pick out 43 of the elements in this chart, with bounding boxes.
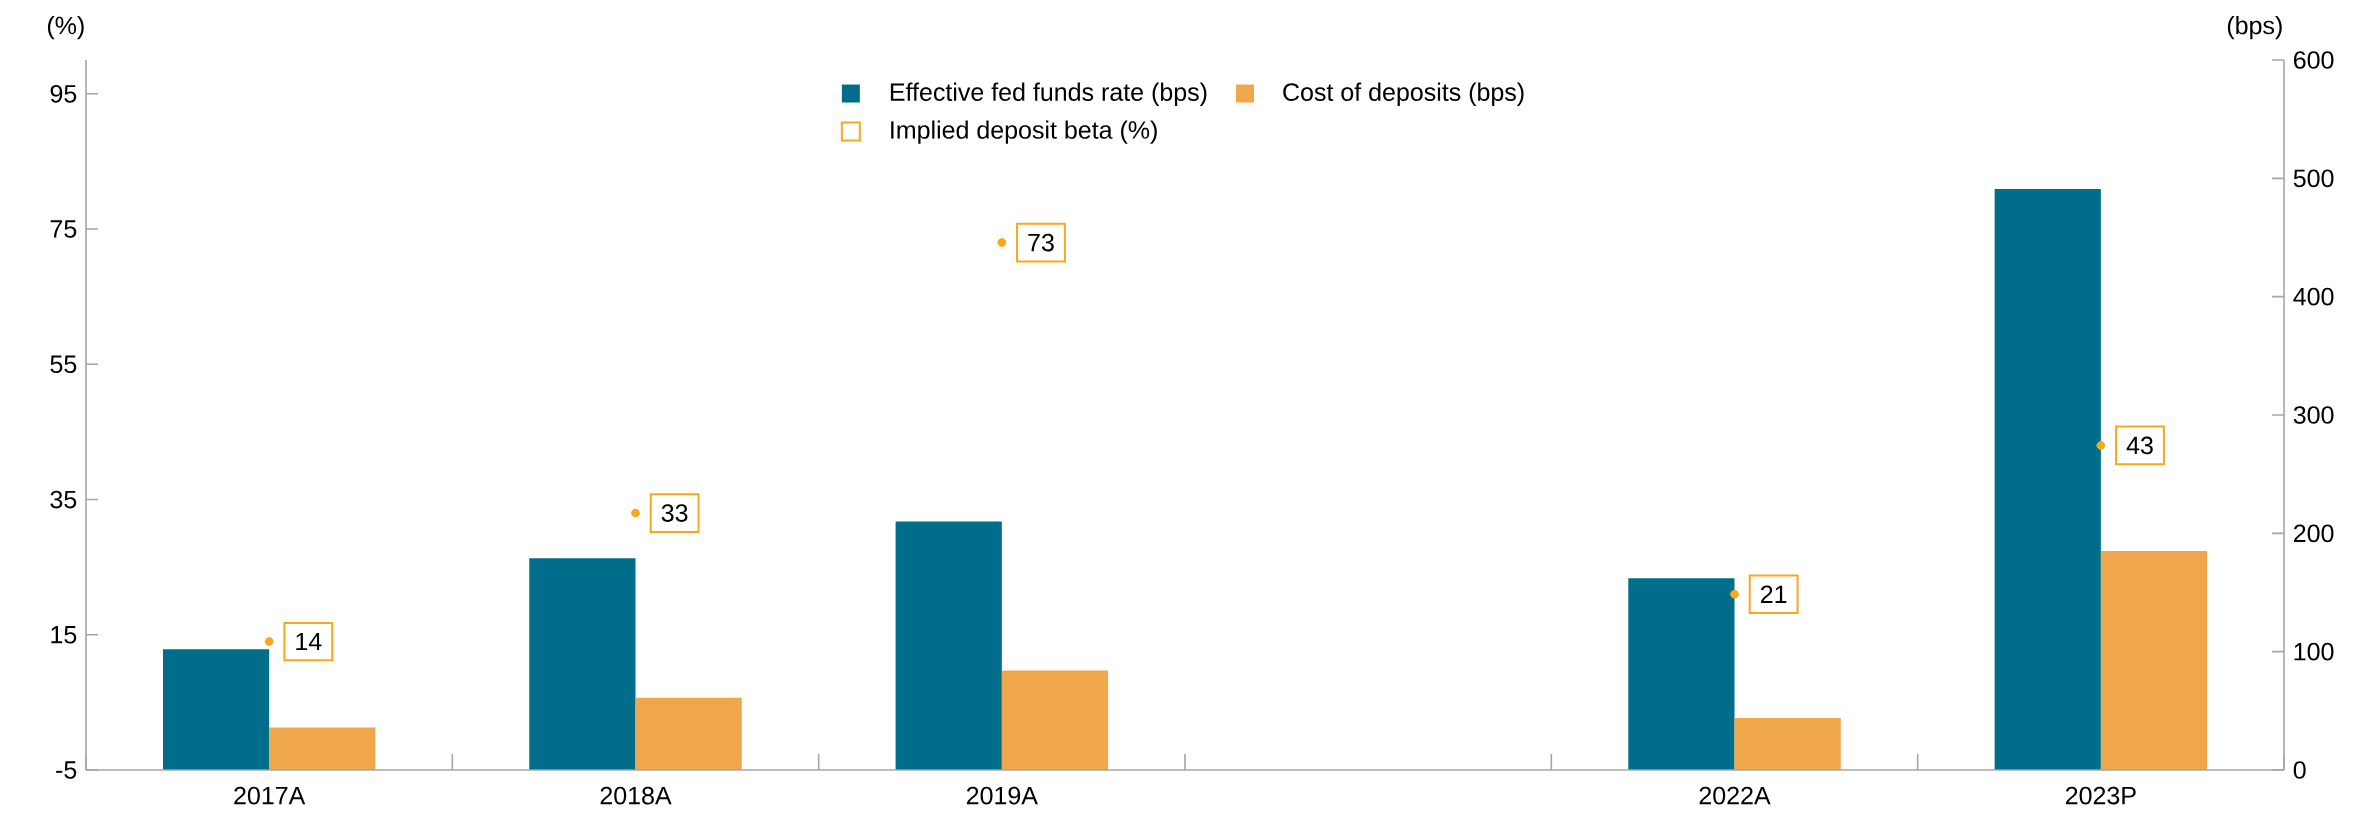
bar <box>1628 578 1735 770</box>
legend-label: Implied deposit beta (%) <box>891 120 1157 144</box>
y-tick-label: 15 <box>51 626 77 644</box>
x-tick-label: 2023P <box>2065 786 2136 805</box>
bar <box>1734 717 1841 770</box>
y2-tick-label: 0 <box>2293 761 2306 779</box>
x-tick-label: 2018A <box>600 786 672 805</box>
x-tick-label: 2022A <box>1699 786 1771 805</box>
legend-label: Cost of deposits (bps) <box>1283 82 1524 106</box>
y-tick-label: -5 <box>56 761 77 779</box>
point <box>264 637 274 646</box>
point <box>1730 589 1739 599</box>
y-axis-title: (%) <box>47 15 84 40</box>
x-tick-label: 2019A <box>966 786 1038 805</box>
y2-tick-label: 200 <box>2294 524 2334 543</box>
y-tick-label: 75 <box>50 220 77 238</box>
bar <box>529 558 636 770</box>
y2-tick-label: 100 <box>2294 642 2334 661</box>
y2-tick-label: 300 <box>2293 406 2334 424</box>
point <box>2096 441 2106 450</box>
y2-tick-label: 500 <box>2293 169 2334 188</box>
bar <box>635 697 742 770</box>
bar <box>2100 551 2208 770</box>
data-label: 33 <box>661 504 688 522</box>
x-tick-label: 2017A <box>234 786 306 805</box>
point <box>997 238 1007 247</box>
bar <box>269 727 376 770</box>
bar <box>1001 670 1109 770</box>
bar <box>895 521 1002 770</box>
bar <box>1994 188 2101 770</box>
y-tick-label: 55 <box>50 355 77 374</box>
y-tick-label: 95 <box>50 84 77 103</box>
legend-label: Effective fed funds rate (bps) <box>890 82 1207 106</box>
y2-tick-label: 400 <box>2293 287 2334 306</box>
y2-tick-label: 600 <box>2294 51 2334 69</box>
bar <box>162 649 270 770</box>
data-label: 14 <box>296 632 322 651</box>
data-label: 43 <box>2126 436 2153 455</box>
data-label: 73 <box>1028 233 1054 252</box>
point <box>631 508 640 518</box>
y-tick-label: 35 <box>50 490 77 509</box>
y2-axis-title: (bps) <box>2227 15 2282 40</box>
data-label: 21 <box>1761 585 1787 603</box>
